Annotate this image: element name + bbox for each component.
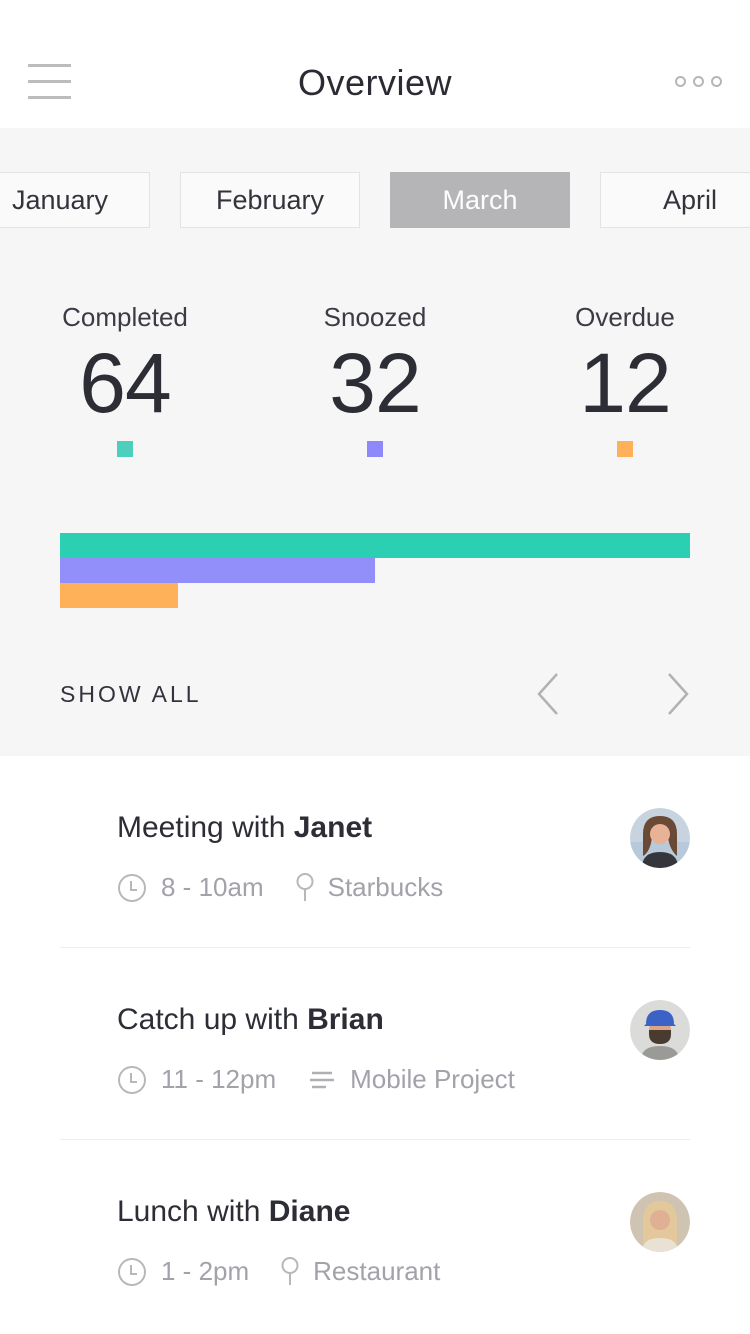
agenda-detail: Starbucks [327,872,444,902]
overdue-swatch [617,441,633,457]
snoozed-swatch [367,441,383,457]
agenda-time: 11 - 12pm [161,1064,277,1094]
list-icon [308,1065,336,1095]
summary-section: January February March April Completed 6… [0,128,750,756]
stat-snoozed: Snoozed 32 [250,302,500,457]
stat-label: Completed [62,302,188,332]
agenda-detail: Restaurant [313,1256,441,1286]
completed-bar [60,533,690,558]
completed-swatch [117,441,133,457]
tab-april[interactable]: April [600,172,750,228]
agenda-meta: 8 - 10am Starbucks [117,872,690,903]
snoozed-bar [60,558,375,583]
show-all-row: SHOW ALL [60,666,690,722]
stats-row: Completed 64 Snoozed 32 Overdue 12 [0,302,750,457]
overdue-bar [60,583,178,608]
chevron-left-icon[interactable] [536,671,560,717]
tab-february[interactable]: February [180,172,360,228]
agenda-time: 8 - 10am [161,872,264,902]
stat-overdue: Overdue 12 [500,302,750,457]
agenda-item-janet[interactable]: Meeting with Janet 8 - 10am Starbucks [60,756,690,948]
location-pin-icon [296,872,314,903]
stat-label: Snoozed [323,302,427,332]
agenda-item-brian[interactable]: Catch up with Brian 11 - 12pm Mobile Pro… [60,948,690,1140]
show-all-button[interactable]: SHOW ALL [60,680,202,707]
stat-value: 64 [79,336,171,430]
agenda-time: 1 - 2pm [161,1256,250,1286]
agenda-list: Meeting with Janet 8 - 10am Starbucks [0,756,750,1332]
avatar-diane [630,1192,690,1252]
chevron-right-icon[interactable] [666,671,690,717]
page-title: Overview [297,62,453,103]
stat-label: Overdue [575,302,675,332]
agenda-title: Lunch with Diane [117,1195,351,1228]
tab-march-selected[interactable]: March [390,172,570,228]
clock-icon [117,1065,147,1095]
pager [536,671,690,717]
clock-icon [117,1257,147,1287]
more-options-icon[interactable] [675,76,722,87]
person-name: Brian [307,1003,384,1036]
stat-value: 12 [579,336,671,430]
bar-chart [60,533,750,608]
agenda-meta: 11 - 12pm Mobile Project [117,1064,690,1095]
avatar-brian [630,1000,690,1060]
stat-value: 32 [329,336,421,430]
tab-january[interactable]: January [0,172,150,228]
stat-completed: Completed 64 [0,302,250,457]
month-tabs: January February March April [0,172,750,228]
person-name: Diane [268,1195,351,1228]
clock-icon [117,873,147,903]
app-bar: Overview [0,0,750,128]
location-pin-icon [281,1256,299,1287]
agenda-title: Meeting with Janet [117,811,373,844]
person-name: Janet [293,811,373,844]
agenda-title: Catch up with Brian [117,1003,384,1036]
agenda-item-diane[interactable]: Lunch with Diane 1 - 2pm Restaurant [60,1140,690,1332]
hamburger-menu-icon[interactable] [28,64,71,112]
agenda-meta: 1 - 2pm Restaurant [117,1256,690,1287]
avatar-janet [630,808,690,868]
agenda-detail: Mobile Project [350,1064,515,1094]
